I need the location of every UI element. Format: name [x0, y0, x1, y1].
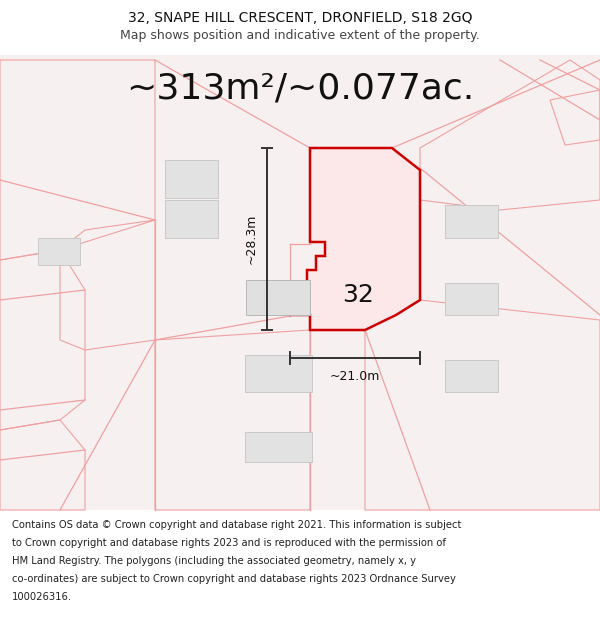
- Polygon shape: [245, 432, 312, 462]
- Polygon shape: [445, 360, 498, 392]
- Text: HM Land Registry. The polygons (including the associated geometry, namely x, y: HM Land Registry. The polygons (includin…: [12, 556, 416, 566]
- Polygon shape: [245, 355, 312, 392]
- Text: 100026316.: 100026316.: [12, 592, 72, 602]
- Text: ~21.0m: ~21.0m: [330, 369, 380, 382]
- Polygon shape: [290, 148, 420, 330]
- Text: 32, SNAPE HILL CRESCENT, DRONFIELD, S18 2GQ: 32, SNAPE HILL CRESCENT, DRONFIELD, S18 …: [128, 11, 472, 25]
- Bar: [0, 55, 600, 510]
- Text: ~28.3m: ~28.3m: [245, 214, 257, 264]
- Text: Contains OS data © Crown copyright and database right 2021. This information is : Contains OS data © Crown copyright and d…: [12, 520, 461, 530]
- Polygon shape: [246, 280, 310, 315]
- Text: Map shows position and indicative extent of the property.: Map shows position and indicative extent…: [120, 29, 480, 42]
- Polygon shape: [38, 238, 80, 265]
- Polygon shape: [165, 160, 218, 198]
- Polygon shape: [165, 200, 218, 238]
- Text: co-ordinates) are subject to Crown copyright and database rights 2023 Ordnance S: co-ordinates) are subject to Crown copyr…: [12, 574, 456, 584]
- Polygon shape: [445, 205, 498, 238]
- Text: to Crown copyright and database rights 2023 and is reproduced with the permissio: to Crown copyright and database rights 2…: [12, 538, 446, 548]
- Text: ~313m²/~0.077ac.: ~313m²/~0.077ac.: [126, 71, 474, 105]
- Text: 32: 32: [342, 283, 374, 307]
- Polygon shape: [445, 283, 498, 315]
